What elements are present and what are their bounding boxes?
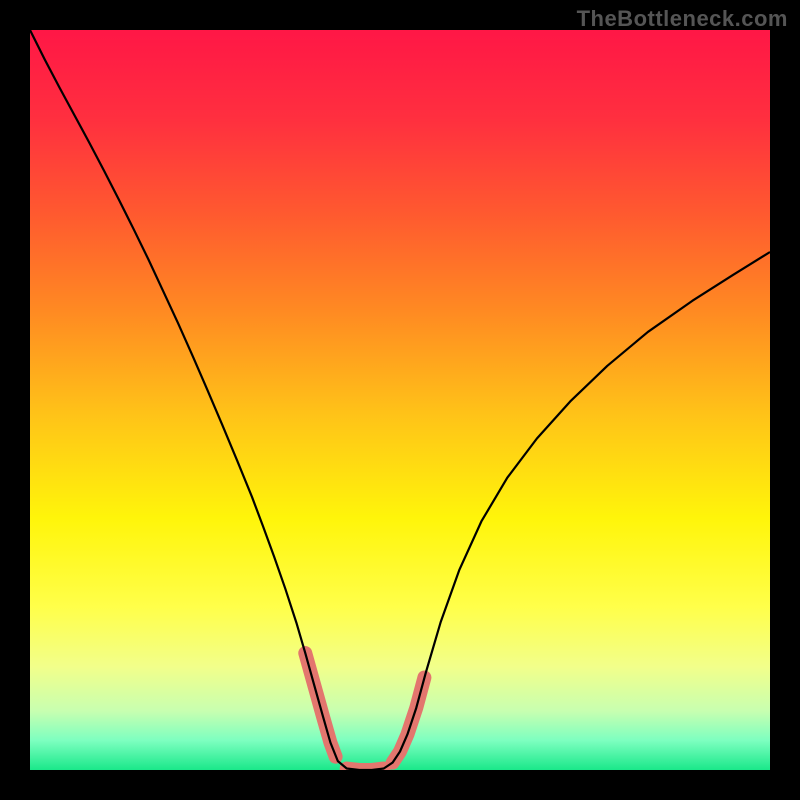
gradient-background xyxy=(30,30,770,770)
gradient-plot xyxy=(30,30,770,770)
watermark-text: TheBottleneck.com xyxy=(577,6,788,32)
chart-frame: TheBottleneck.com xyxy=(0,0,800,800)
plot-svg xyxy=(30,30,770,770)
